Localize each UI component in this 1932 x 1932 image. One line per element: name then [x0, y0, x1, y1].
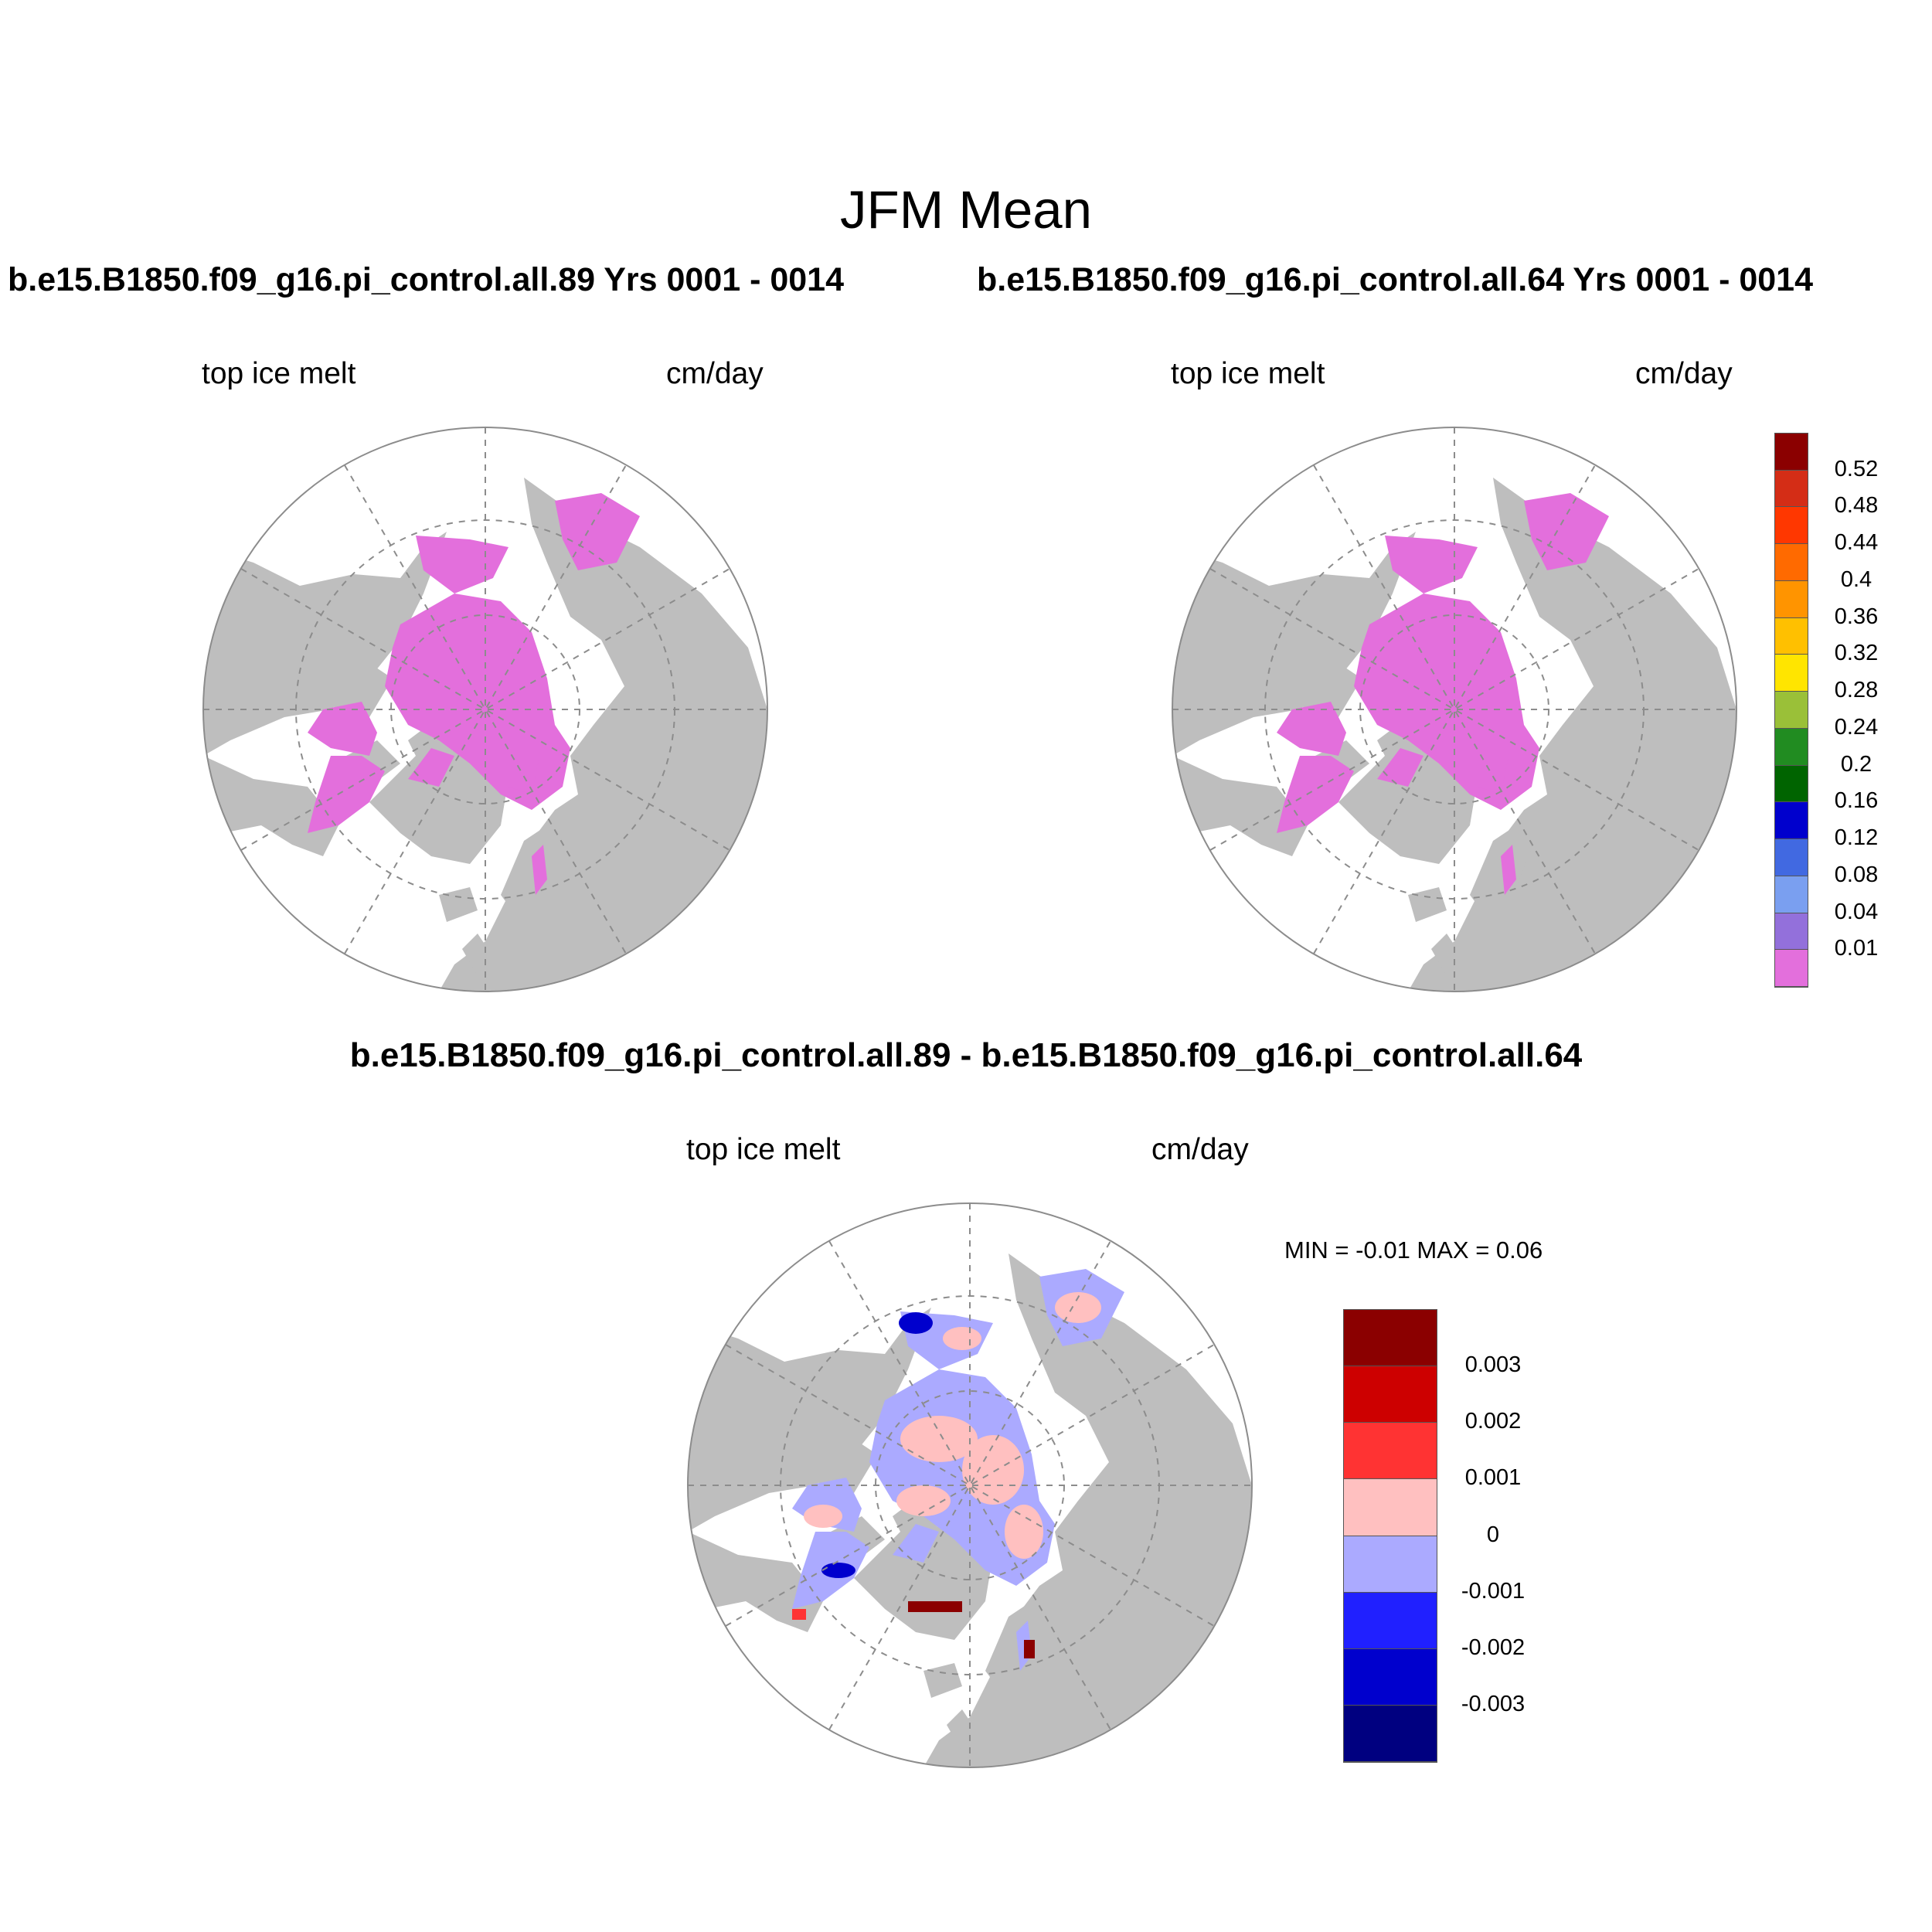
colorbar-main-label-12: 0.04 [1834, 899, 1879, 924]
colorbar-main-labels: 0.52 0.48 0.44 0.4 0.36 0.32 0.28 0.24 0.2 0.16 0.… [1818, 433, 1895, 988]
colorbar-main-label-1: 0.48 [1834, 493, 1879, 519]
panel-units-difference: cm/day [1151, 1133, 1249, 1166]
colorbar-diff-swatch-3 [1344, 1479, 1437, 1536]
colorbar-main-swatch-14 [1775, 950, 1808, 987]
strong-negative-patches [821, 1312, 933, 1578]
map-case-64 [1172, 427, 1737, 992]
colorbar-main-swatch-9 [1775, 765, 1808, 803]
colorbar-main-swatch-3 [1775, 544, 1808, 581]
colorbar-difference-labels: 0.003 0.002 0.001 0 -0.001 -0.002 -0.003 [1447, 1309, 1539, 1763]
colorbar-main-label-5: 0.32 [1834, 641, 1879, 666]
colorbar-main-label-4: 0.36 [1834, 604, 1879, 629]
panel-title-case-89: b.e15.B1850.f09_g16.pi_control.all.89 Yr… [8, 261, 845, 298]
colorbar-diff-swatch-2 [1344, 1423, 1437, 1480]
strong-positive-patches [908, 1601, 1035, 1658]
colorbar-main-swatch-0 [1775, 434, 1808, 471]
panel-units-case-64: cm/day [1635, 357, 1733, 390]
colorbar-diff-label-6: -0.003 [1461, 1691, 1526, 1716]
difference-min-max-stats: MIN = -0.01 MAX = 0.06 [1284, 1236, 1543, 1264]
colorbar-diff-label-4: -0.001 [1461, 1578, 1526, 1604]
panel-title-difference: b.e15.B1850.f09_g16.pi_control.all.89 - … [349, 1036, 1583, 1074]
colorbar-main-label-8: 0.2 [1840, 751, 1872, 777]
panel-left-label-case-64: top ice melt [1171, 357, 1325, 390]
colorbar-diff-swatch-4 [1344, 1536, 1437, 1593]
colorbar-main-swatch-5 [1775, 617, 1808, 655]
colorbar-main-label-7: 0.24 [1834, 714, 1879, 740]
colorbar-diff-swatch-0 [1344, 1310, 1437, 1367]
colorbar-main-swatch-8 [1775, 728, 1808, 766]
colorbar-diff-swatch-7 [1344, 1705, 1437, 1762]
panel-left-label-case-89: top ice melt [202, 357, 356, 390]
colorbar-diff-swatch-5 [1344, 1592, 1437, 1649]
colorbar-main-label-2: 0.44 [1834, 530, 1879, 556]
colorbar-main-swatch-4 [1775, 580, 1808, 618]
colorbar-main-label-6: 0.28 [1834, 678, 1879, 703]
map-difference [687, 1202, 1253, 1768]
colorbar-main-swatch-6 [1775, 655, 1808, 692]
figure-title: JFM Mean [840, 180, 1092, 240]
colorbar-main-swatch-1 [1775, 470, 1808, 508]
colorbar-main-swatch-2 [1775, 507, 1808, 545]
colorbar-diff-label-1: 0.002 [1464, 1409, 1522, 1434]
colorbar-main-label-13: 0.01 [1834, 936, 1879, 961]
panel-left-label-difference: top ice melt [686, 1133, 841, 1166]
colorbar-main-swatch-13 [1775, 913, 1808, 951]
colorbar-main-label-10: 0.12 [1834, 825, 1879, 851]
panel-title-case-64: b.e15.B1850.f09_g16.pi_control.all.64 Yr… [977, 261, 1814, 298]
colorbar-difference [1343, 1309, 1437, 1763]
colorbar-main-swatch-10 [1775, 802, 1808, 840]
colorbar-diff-label-2: 0.001 [1464, 1465, 1522, 1491]
colorbar-main-swatch-12 [1775, 876, 1808, 913]
panel-units-case-89: cm/day [666, 357, 764, 390]
colorbar-main-swatch-7 [1775, 692, 1808, 729]
colorbar-main-swatch-11 [1775, 839, 1808, 876]
colorbar-main [1774, 433, 1808, 988]
map-case-89 [202, 427, 768, 992]
colorbar-main-label-9: 0.16 [1834, 788, 1879, 814]
colorbar-diff-label-0: 0.003 [1464, 1352, 1522, 1378]
positive-difference-patches [804, 1292, 1101, 1559]
colorbar-diff-label-5: -0.002 [1461, 1634, 1526, 1660]
colorbar-main-label-11: 0.08 [1834, 862, 1879, 887]
colorbar-diff-label-3: 0 [1486, 1522, 1500, 1547]
colorbar-diff-swatch-6 [1344, 1648, 1437, 1706]
colorbar-diff-swatch-1 [1344, 1366, 1437, 1423]
colorbar-main-label-3: 0.4 [1840, 566, 1872, 592]
colorbar-main-label-0: 0.52 [1834, 456, 1879, 481]
